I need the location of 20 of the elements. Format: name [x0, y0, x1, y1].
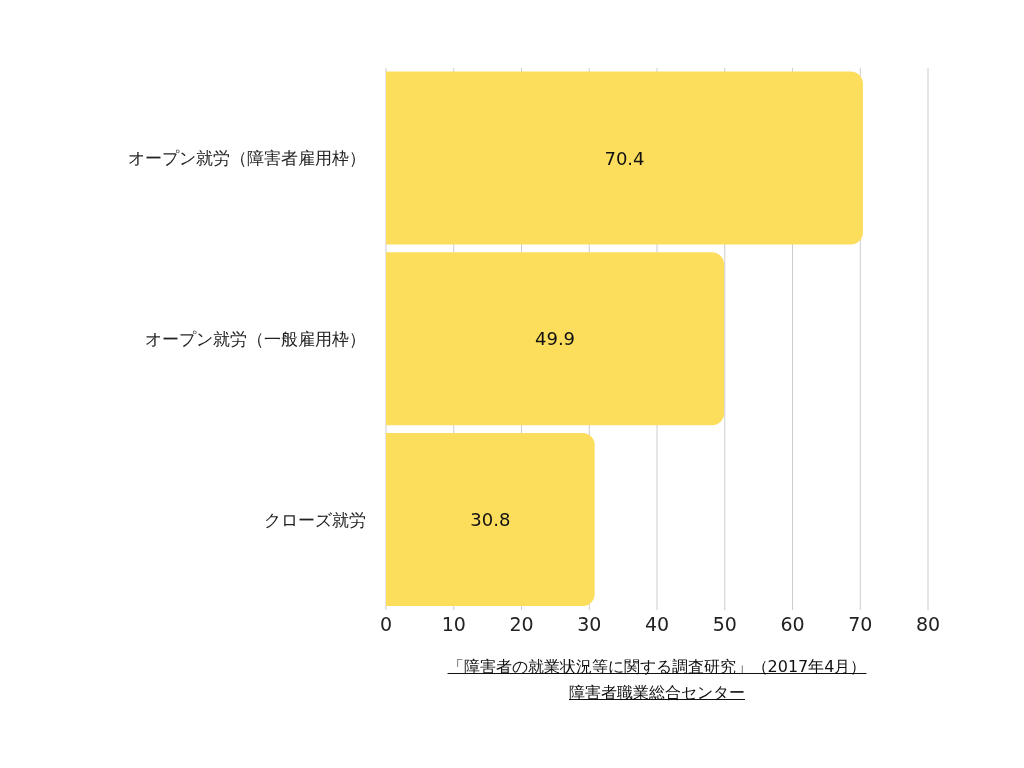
- data-label: 70.4: [604, 147, 645, 169]
- x-tick-label: 10: [441, 613, 466, 636]
- y-tick-label: クローズ就労: [264, 509, 366, 530]
- text: 障害者職業総合センター: [569, 683, 745, 702]
- bar: [386, 432, 595, 606]
- bar: [386, 252, 725, 426]
- data-label: 49.9: [535, 328, 576, 350]
- x-tick-label: 80: [915, 613, 941, 636]
- x-tick-label: 0: [379, 613, 393, 636]
- x-tick-label: 30: [577, 613, 602, 636]
- x-tick-label: 50: [712, 613, 737, 636]
- y-tick-label: オープン就労（一般雇用枠）: [145, 329, 366, 350]
- x-tick-label: 40: [644, 613, 670, 636]
- y-tick-label: オープン就労（障害者雇用枠）: [128, 148, 366, 169]
- x-tick-label: 20: [509, 613, 534, 636]
- data-label: 30.8: [470, 508, 511, 530]
- text: 「障害者の就業状況等に関する調査研究」（2017年4月）: [447, 657, 867, 676]
- bar: [386, 71, 863, 245]
- x-tick-label: 70: [848, 613, 873, 636]
- x-tick-label: 60: [780, 613, 805, 636]
